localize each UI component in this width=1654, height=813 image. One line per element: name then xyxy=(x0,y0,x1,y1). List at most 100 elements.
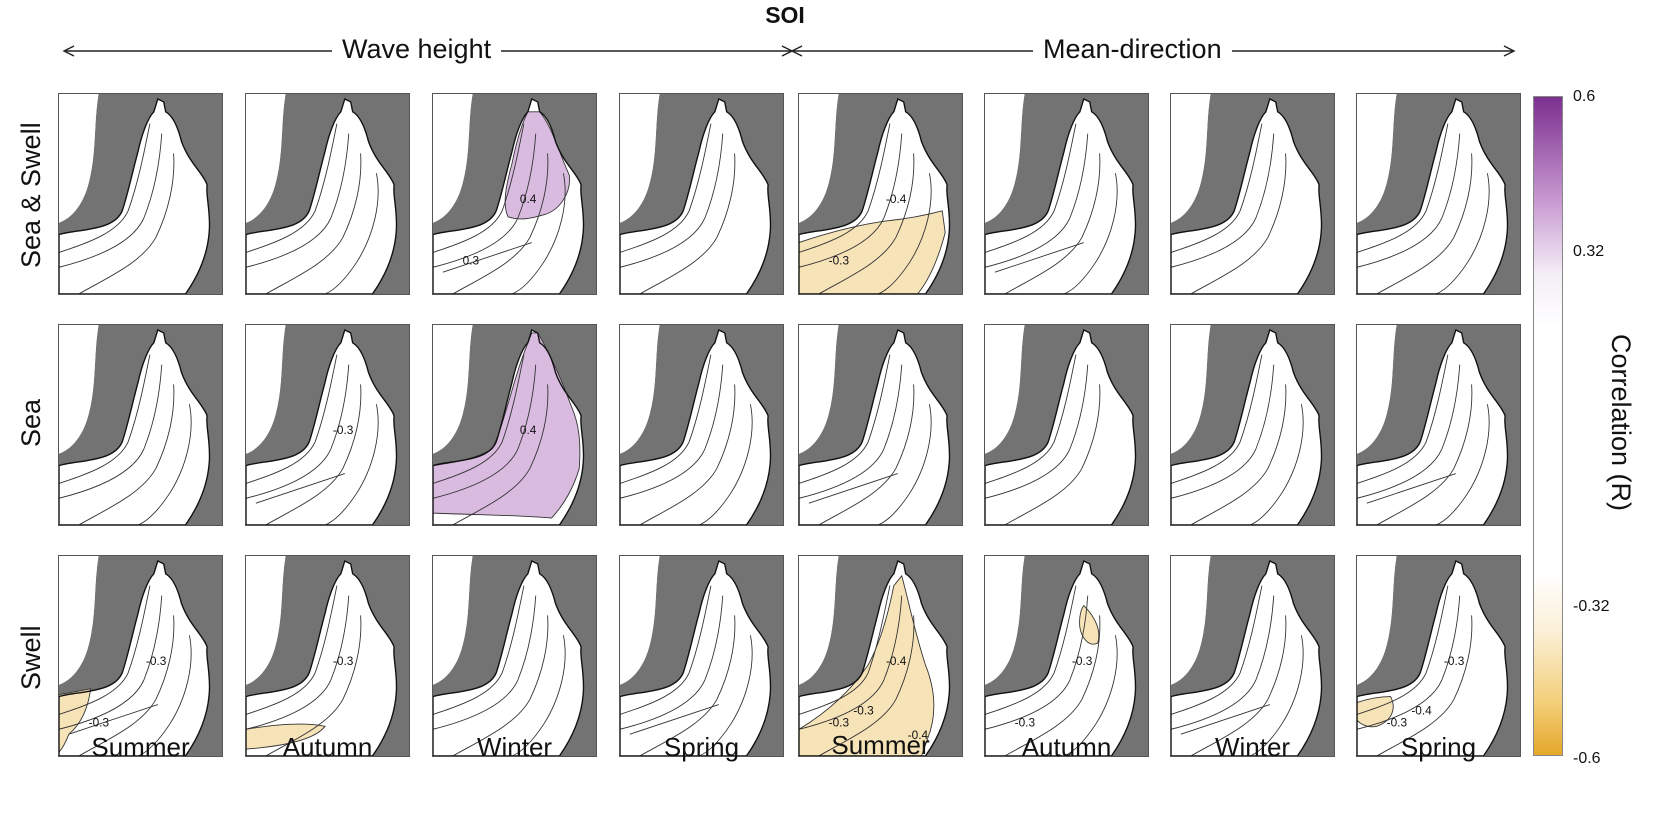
contour-label: 0.3 xyxy=(463,253,480,267)
contour-line xyxy=(433,123,525,253)
contour-line xyxy=(698,635,753,756)
contour-line xyxy=(1357,364,1461,499)
contour-line xyxy=(877,173,932,294)
coastline xyxy=(985,328,1137,525)
land-mass xyxy=(59,94,222,294)
land-mass xyxy=(246,94,409,294)
land-mass xyxy=(59,325,222,525)
contour-line xyxy=(799,595,903,730)
correlation-fill xyxy=(799,210,946,294)
correlation-fill xyxy=(246,723,326,750)
colorbar-tick-0.6: 0.6 xyxy=(1573,88,1596,105)
contour-label: -0.3 xyxy=(829,715,850,729)
west-island xyxy=(59,556,99,685)
contour-line xyxy=(433,585,525,715)
map-panel-r2-c1: -0.3 xyxy=(245,555,410,757)
correlation-fill xyxy=(1079,604,1100,645)
contour-label: -0.3 xyxy=(333,423,354,437)
coastline xyxy=(59,559,211,756)
west-island xyxy=(799,325,839,454)
contour-line xyxy=(246,133,350,268)
map-panel-r2-c6 xyxy=(1170,555,1335,757)
contour-label: -0.3 xyxy=(89,715,110,729)
colorbar-label: Correlation (R) xyxy=(1606,334,1636,512)
coastline xyxy=(433,97,585,294)
map-panel-r1-c5 xyxy=(984,324,1149,526)
column-label-summer-wave: Summer xyxy=(91,732,190,762)
contour-line xyxy=(59,123,151,253)
contour-line xyxy=(1376,153,1473,294)
coastline xyxy=(59,328,211,525)
west-island xyxy=(1171,556,1211,685)
land-mass xyxy=(620,325,783,525)
land-mass xyxy=(433,556,596,756)
land-mass xyxy=(799,325,962,525)
contour-label: -0.4 xyxy=(908,728,929,742)
contour-line xyxy=(1357,123,1449,253)
west-island xyxy=(799,556,839,685)
contour-line xyxy=(799,133,903,268)
west-island xyxy=(1171,325,1211,454)
contour-line xyxy=(433,364,537,499)
west-island xyxy=(59,325,99,454)
coastline xyxy=(799,97,951,294)
contour-label: -0.3 xyxy=(146,654,167,668)
contour-line xyxy=(620,123,712,253)
contour-line xyxy=(799,354,891,484)
contour-label: -0.4 xyxy=(886,192,907,206)
map-panel-r2-c2 xyxy=(432,555,597,757)
contour-line xyxy=(452,384,549,525)
contour-line xyxy=(1190,615,1287,756)
contour-line xyxy=(1190,153,1287,294)
west-island xyxy=(433,325,473,454)
west-island xyxy=(620,556,660,685)
map-panel-r1-c2: 0.4 xyxy=(432,324,597,526)
coastline xyxy=(433,328,585,525)
contour-line xyxy=(799,364,903,499)
contour-line xyxy=(1004,615,1101,756)
contour-line xyxy=(78,615,175,756)
correlation-fill xyxy=(59,688,92,753)
contour-line xyxy=(1249,635,1304,756)
column-label-spring-direction: Spring xyxy=(1400,732,1477,762)
coastline xyxy=(620,328,772,525)
correlation-fill xyxy=(799,574,935,756)
colorbar xyxy=(1533,96,1563,756)
group-label-wave-height: Wave height xyxy=(332,34,502,65)
map-panel-r2-c7: -0.3 -0.3 -0.4 xyxy=(1356,555,1521,757)
contour-line xyxy=(985,364,1089,499)
west-island xyxy=(433,556,473,685)
contour-line xyxy=(433,133,537,268)
contour-line xyxy=(246,364,350,499)
column-label-winter-wave: Winter xyxy=(476,732,553,762)
contour-line xyxy=(1435,404,1490,525)
correlation-fill xyxy=(1357,696,1394,728)
column-label-autumn-direction: Autumn xyxy=(1021,732,1112,762)
west-island xyxy=(620,325,660,454)
contour-line xyxy=(1435,173,1490,294)
contour-line xyxy=(620,595,724,730)
map-panel-r0-c2: 0.4 0.3 xyxy=(432,93,597,295)
coastline xyxy=(1357,97,1509,294)
map-panel-r2-c5: -0.3 -0.3 xyxy=(984,555,1149,757)
map-panel-r0-c5 xyxy=(984,93,1149,295)
map-panel-r1-c1: -0.3 xyxy=(245,324,410,526)
row-label-sea-swell: Sea & Swell xyxy=(16,122,46,268)
west-island xyxy=(1357,94,1397,223)
land-mass xyxy=(1357,325,1520,525)
land-mass xyxy=(1171,325,1334,525)
coastline xyxy=(246,97,398,294)
contour-line xyxy=(985,123,1077,253)
land-mass xyxy=(1171,94,1334,294)
contour-line xyxy=(59,364,163,499)
coastline xyxy=(59,97,211,294)
contour-line xyxy=(1376,615,1473,756)
map-panel-r0-c4: -0.4 -0.3 xyxy=(798,93,963,295)
contour-line xyxy=(639,384,736,525)
land-mass xyxy=(985,94,1148,294)
contour-line xyxy=(324,404,379,525)
contour-line xyxy=(799,585,891,715)
contour-line xyxy=(1171,123,1263,253)
coastline xyxy=(799,328,951,525)
contour-line xyxy=(1171,364,1275,499)
